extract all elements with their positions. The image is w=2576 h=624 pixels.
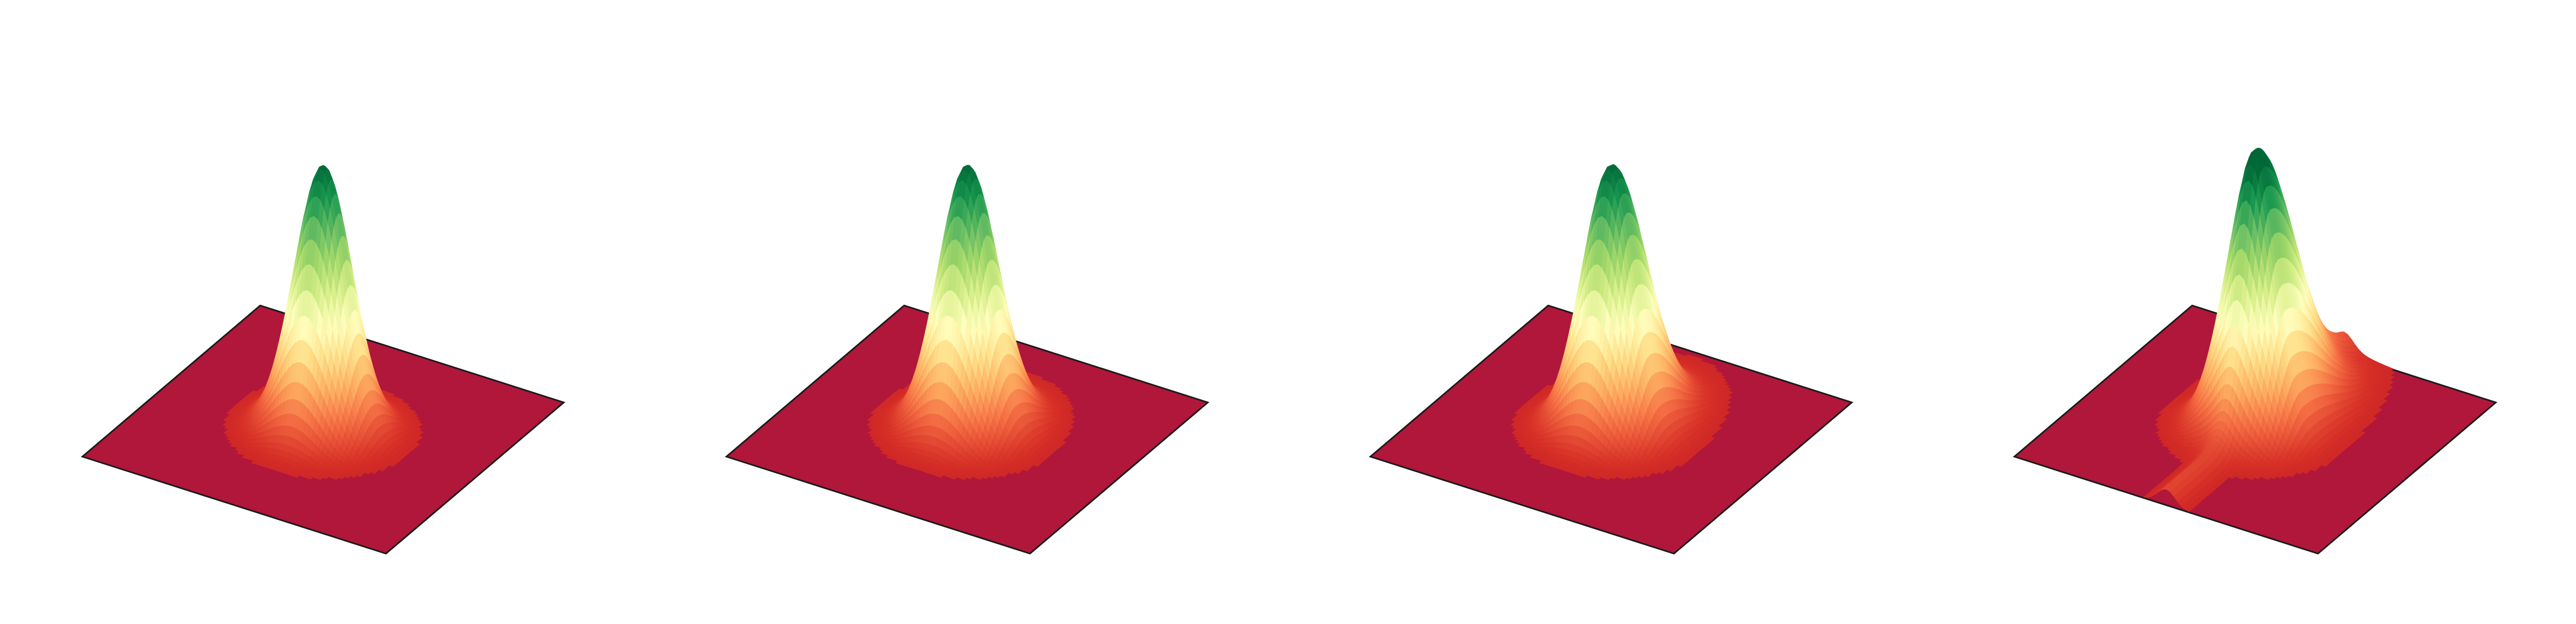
surface-plot-3 bbox=[1368, 164, 1854, 555]
surface-panel-3 bbox=[1288, 0, 1932, 624]
surface-mesh bbox=[866, 165, 1076, 480]
surface-facet bbox=[378, 467, 385, 472]
surface-plot-2 bbox=[724, 165, 1210, 555]
surface-panel-2 bbox=[644, 0, 1288, 624]
surface-panel-1 bbox=[0, 0, 644, 624]
surface-mesh bbox=[1510, 164, 1733, 480]
surface-facet bbox=[1033, 463, 1040, 467]
surface-facet bbox=[338, 474, 345, 479]
surface-facet bbox=[293, 473, 300, 478]
surface-facet bbox=[1022, 467, 1029, 472]
surface-facet bbox=[982, 474, 989, 479]
surface-facet bbox=[1000, 473, 1007, 478]
surface-facet bbox=[994, 473, 1001, 478]
surface-facet bbox=[356, 473, 363, 478]
surface-facet bbox=[389, 463, 396, 467]
surface-facet bbox=[350, 473, 357, 478]
surface-facet bbox=[937, 473, 944, 478]
surface-mesh bbox=[222, 165, 424, 480]
surface-facet bbox=[1014, 470, 1021, 474]
surface-plot-1 bbox=[80, 165, 566, 555]
surface-facet bbox=[370, 470, 377, 474]
